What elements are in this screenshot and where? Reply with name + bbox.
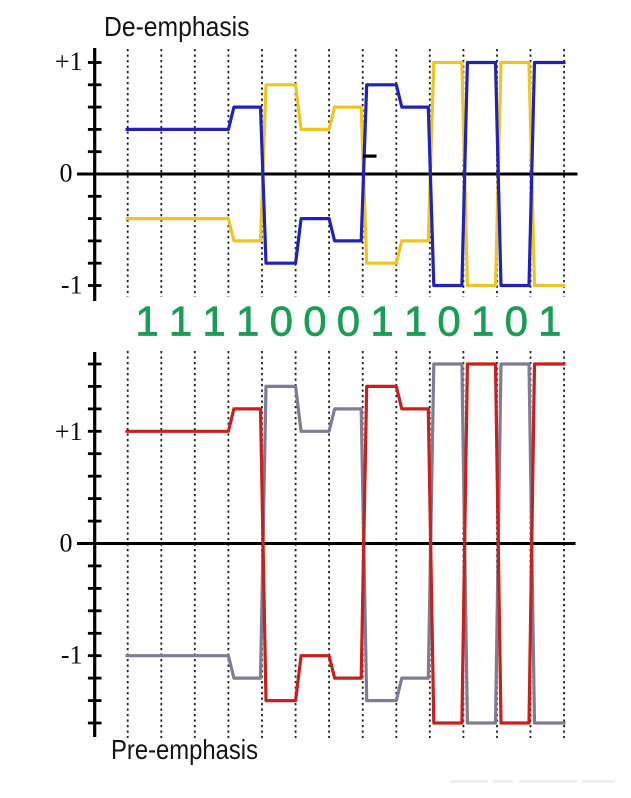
svg-text:De-emphasis: De-emphasis (104, 11, 250, 42)
svg-text:0: 0 (437, 298, 460, 345)
svg-text:0: 0 (337, 298, 360, 345)
svg-text:1: 1 (404, 298, 427, 345)
svg-text:+1: +1 (55, 47, 83, 76)
svg-text:1: 1 (169, 298, 192, 345)
svg-text:1: 1 (236, 298, 259, 345)
svg-text:+1: +1 (55, 417, 83, 446)
svg-text:-1: -1 (61, 271, 83, 300)
svg-text:0: 0 (270, 298, 293, 345)
svg-text:1: 1 (471, 298, 494, 345)
svg-text:0: 0 (60, 529, 73, 558)
svg-text:-1: -1 (61, 641, 83, 670)
svg-text:0: 0 (505, 298, 528, 345)
svg-text:1: 1 (370, 298, 393, 345)
svg-text:1: 1 (202, 298, 225, 345)
svg-text:0: 0 (60, 158, 73, 187)
svg-text:1: 1 (538, 298, 561, 345)
svg-text:0: 0 (303, 298, 326, 345)
svg-text:1: 1 (135, 298, 158, 345)
svg-text:Pre-emphasis: Pre-emphasis (111, 734, 258, 765)
